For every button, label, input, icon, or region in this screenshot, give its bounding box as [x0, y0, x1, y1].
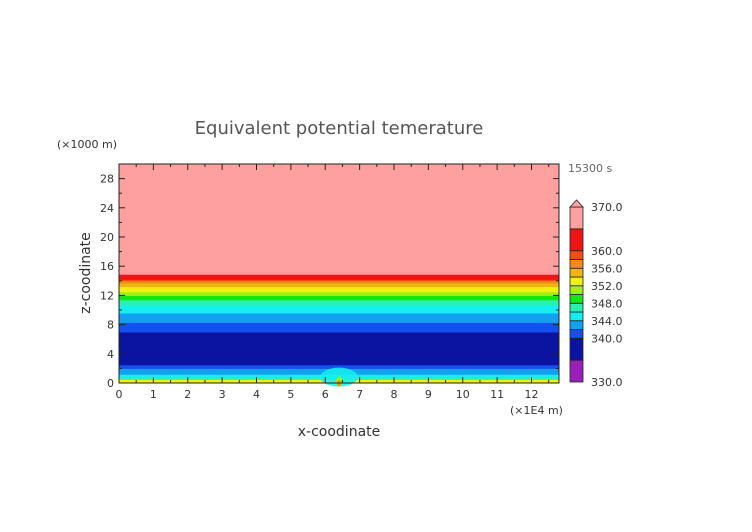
colorbar-segment — [569, 359, 584, 383]
contour-band — [119, 280, 559, 284]
colorbar-segment — [569, 337, 584, 361]
y-tick-label: 16 — [100, 260, 114, 273]
contour-band — [119, 304, 559, 314]
y-tick-label: 0 — [107, 377, 114, 390]
x-tick-label: 3 — [219, 388, 226, 401]
colorbar-label: 344.0 — [591, 315, 623, 328]
colorbar-segment — [569, 285, 584, 295]
contour-band — [119, 279, 559, 282]
y-tick-label: 8 — [107, 319, 114, 332]
x-tick-label: 10 — [456, 388, 470, 401]
colorbar-segment — [569, 267, 584, 278]
contour-band — [119, 274, 559, 280]
y-unit-label: (×1000 m) — [57, 138, 117, 151]
colorbar-segment — [569, 311, 584, 322]
contour-band — [119, 282, 559, 288]
contour-band — [119, 164, 559, 275]
x-unit-label: (×1E4 m) — [510, 404, 563, 417]
y-tick-label: 4 — [107, 348, 114, 361]
colorbar-segment — [569, 228, 584, 252]
x-tick-label: 7 — [356, 388, 363, 401]
contour-band — [119, 286, 559, 293]
colorbar-segment — [569, 206, 584, 230]
x-tick-label: 11 — [490, 388, 504, 401]
colorbar: 370.0 360.0 356.0 352.0 348.0 344.0 340.0 330.0 — [569, 199, 623, 389]
colorbar-segment — [569, 294, 584, 304]
y-tick-label: 24 — [100, 202, 114, 215]
time-label: 15300 s — [568, 162, 612, 175]
colorbar-segment — [569, 250, 584, 260]
contour-field — [119, 164, 559, 387]
contour-band — [119, 331, 559, 366]
x-tick-label: 8 — [391, 388, 398, 401]
colorbar-segment — [569, 302, 584, 313]
contour-band — [119, 299, 559, 306]
chart-title: Equivalent potential temerature — [195, 118, 484, 139]
y-tick-label: 28 — [100, 173, 114, 186]
contour-band — [119, 291, 559, 296]
colorbar-label: 352.0 — [591, 280, 623, 293]
x-tick-label: 5 — [287, 388, 294, 401]
colorbar-label: 340.0 — [591, 332, 623, 345]
y-tick-label: 20 — [100, 231, 114, 244]
contour-band — [119, 312, 559, 323]
contour-band — [119, 295, 559, 301]
plot-frame — [118, 163, 560, 384]
colorbar-segment — [569, 329, 584, 339]
contour-band — [119, 322, 559, 333]
colorbar-segment — [569, 320, 584, 330]
colorbar-label: 370.0 — [591, 201, 623, 214]
x-tick-label: 2 — [184, 388, 191, 401]
colorbar-segment — [569, 259, 584, 269]
y-axis-label: z-coodinate — [78, 232, 94, 314]
colorbar-extend-triangle — [569, 199, 584, 208]
x-tick-label: 0 — [116, 388, 123, 401]
x-tick-label: 6 — [322, 388, 329, 401]
colorbar-label: 360.0 — [591, 245, 623, 258]
x-tick-label: 9 — [425, 388, 432, 401]
x-tick-label: 1 — [150, 388, 157, 401]
x-tick-label: 12 — [525, 388, 539, 401]
colorbar-label: 356.0 — [591, 262, 623, 275]
x-tick-label: 4 — [253, 388, 260, 401]
contour-band — [119, 364, 559, 369]
colorbar-label: 348.0 — [591, 297, 623, 310]
colorbar-segment — [569, 276, 584, 287]
y-tick-label: 12 — [100, 289, 114, 302]
x-axis-label: x-coodinate — [298, 424, 381, 440]
colorbar-label: 330.0 — [591, 376, 623, 389]
